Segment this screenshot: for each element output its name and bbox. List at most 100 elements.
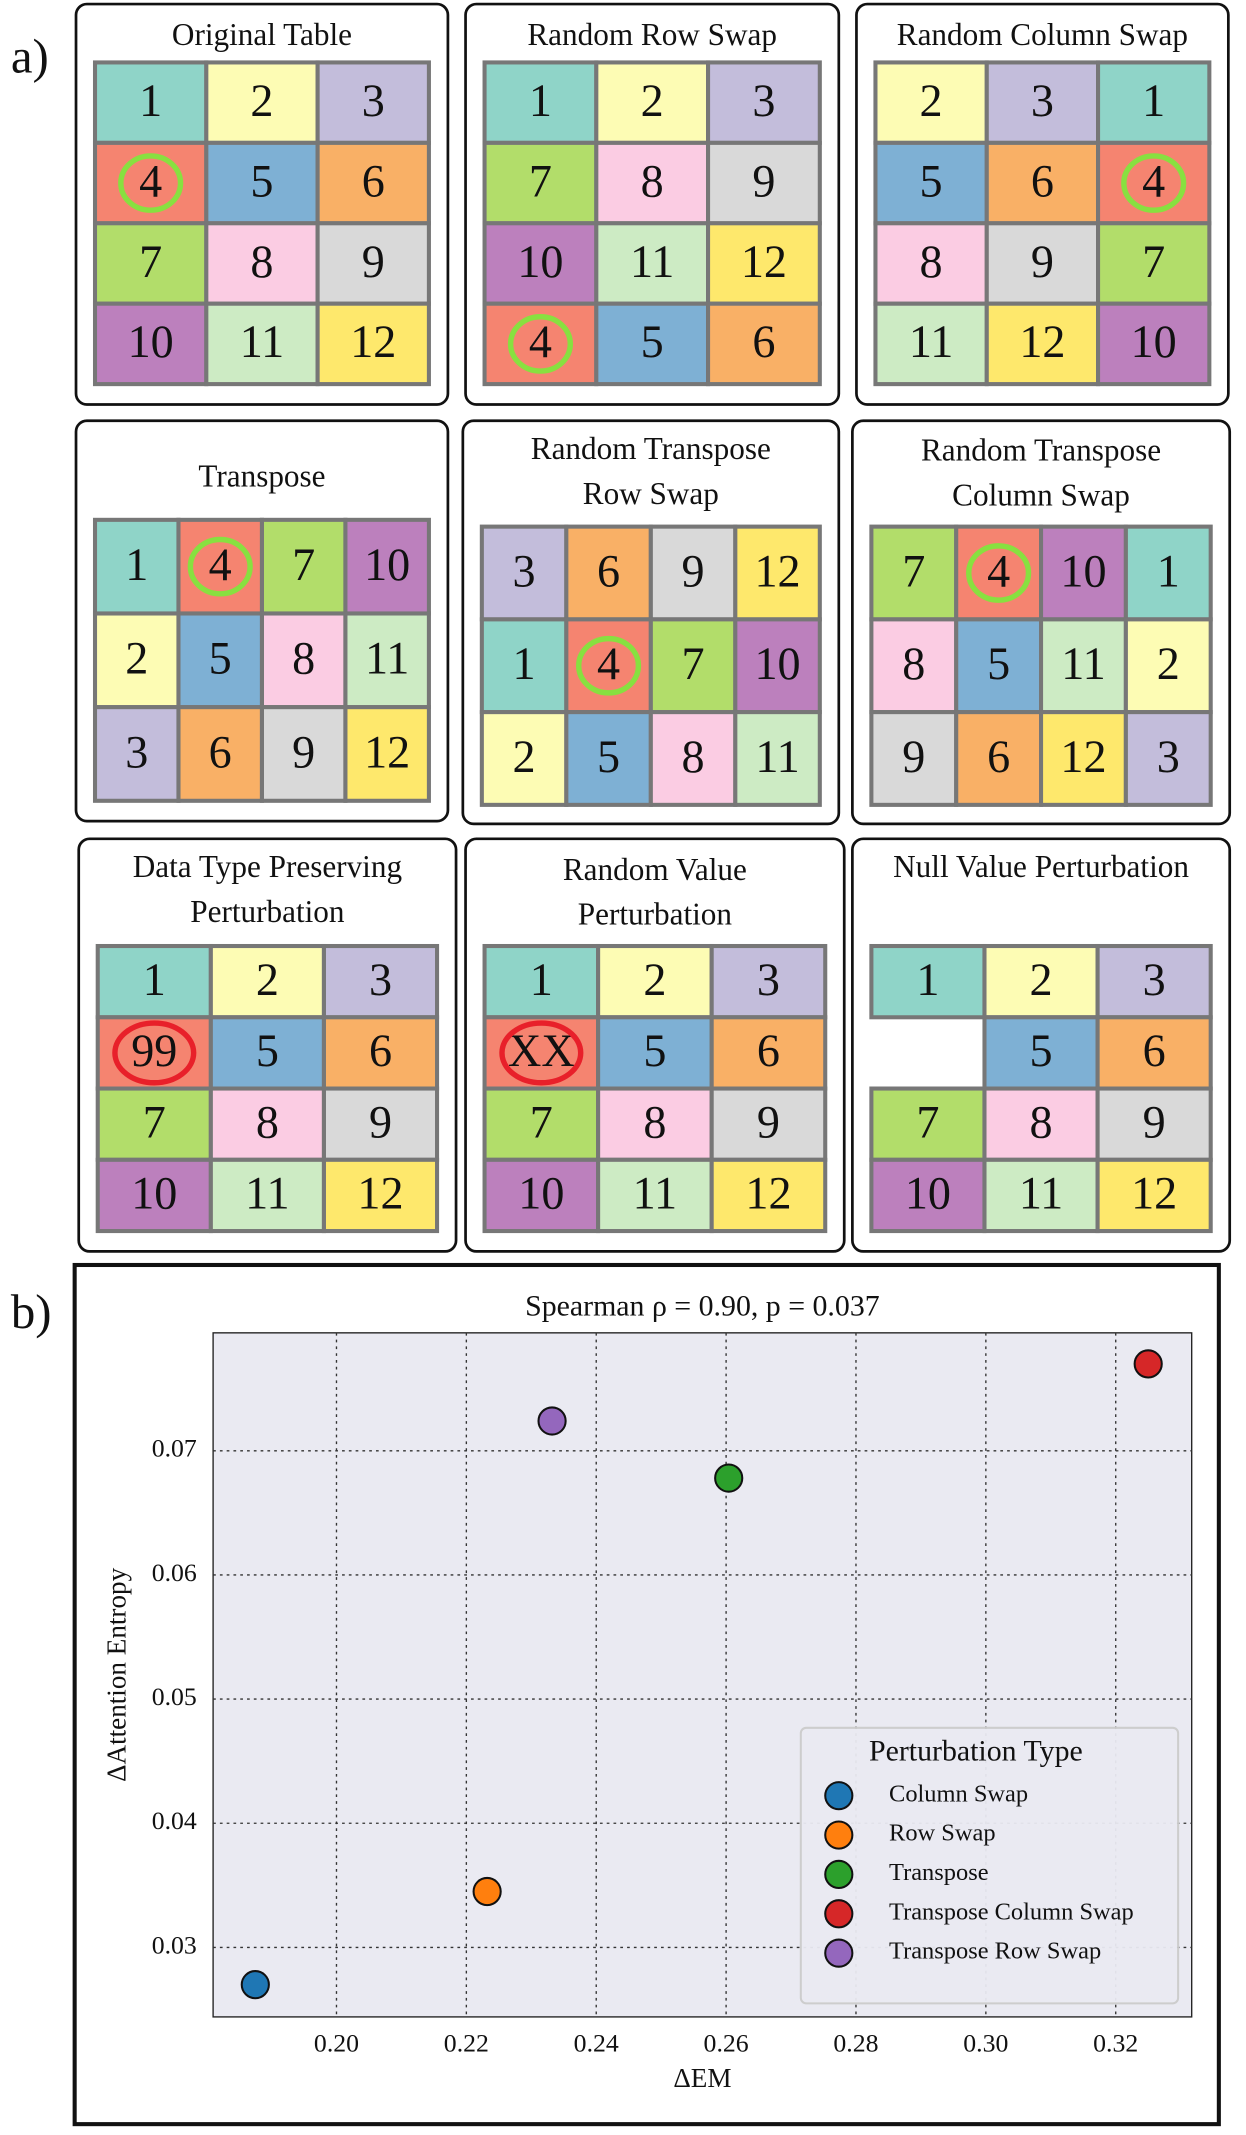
cell-text: 1: [513, 638, 536, 689]
cell-text: 9: [902, 731, 925, 782]
panel-title: Original Table: [172, 17, 352, 52]
x-tick-label: 0.20: [314, 2028, 359, 2057]
cell-text: 2: [1030, 954, 1053, 1005]
cell: [92, 221, 209, 306]
cell: [1096, 301, 1212, 387]
cell: [733, 617, 822, 715]
cell-text: 4: [139, 155, 162, 206]
cell-text: 2: [513, 731, 536, 782]
highlight-ring: [112, 1020, 197, 1086]
cell-text: 1: [143, 954, 166, 1005]
cell: [92, 611, 181, 710]
cell-text: 2: [125, 633, 148, 684]
cell-text: 9: [1031, 236, 1054, 287]
cell-text: 1: [1142, 75, 1165, 126]
panel-title: Random Transpose: [921, 432, 1161, 467]
cell-text: 6: [752, 316, 775, 367]
cell-text: 6: [987, 731, 1010, 782]
cell-text: 5: [987, 638, 1010, 689]
x-tick-label: 0.26: [704, 2028, 749, 2057]
cell-text: 3: [362, 75, 385, 126]
cell-text: 11: [909, 316, 953, 367]
cell-text: 4: [529, 316, 552, 367]
cell-text: 7: [902, 545, 925, 596]
cell-text: 7: [143, 1096, 166, 1147]
y-tick-label: 0.03: [152, 1930, 197, 1959]
cell: [315, 60, 431, 145]
cell-text: 5: [250, 155, 273, 206]
cell: [1096, 221, 1212, 306]
panel-label: a): [11, 28, 49, 83]
cell: [564, 524, 653, 622]
cell: [596, 1015, 714, 1091]
cell: [176, 705, 264, 803]
cell-text: 11: [755, 731, 799, 782]
cell-text: 12: [1060, 731, 1106, 782]
cell-text: 12: [741, 236, 787, 287]
cell: [873, 301, 989, 387]
cell-text: 9: [757, 1096, 780, 1147]
cell: [95, 1157, 213, 1234]
cell-text: 10: [364, 539, 410, 590]
cell-text: 12: [1131, 1168, 1177, 1219]
cell-text: 10: [905, 1168, 951, 1219]
panel-title: Data Type Preserving: [133, 849, 402, 884]
cell-text: 3: [125, 726, 148, 777]
panel-label: b): [11, 1284, 52, 1339]
panel-title: Null Value Perturbation: [893, 849, 1189, 884]
cell: [315, 221, 431, 306]
cell: [321, 1086, 440, 1162]
cell-text: 11: [245, 1168, 289, 1219]
cell-text: 6: [757, 1025, 780, 1076]
cell: [709, 1157, 828, 1234]
highlight-ring: [499, 1020, 584, 1086]
cell: [1123, 617, 1213, 715]
panel-title: Random Row Swap: [527, 17, 777, 52]
cell-text: 3: [752, 75, 775, 126]
cell-text: 3: [757, 954, 780, 1005]
cell: [1123, 710, 1213, 807]
cell: [733, 710, 822, 807]
panel-title: Random Value: [563, 852, 747, 887]
cell-text: 3: [513, 545, 536, 596]
cell-text: 10: [1060, 545, 1106, 596]
cell-text: 8: [250, 236, 273, 287]
cell-text: 7: [292, 539, 315, 590]
highlight-ring: [1121, 153, 1187, 213]
cell: [648, 710, 738, 807]
cell: [984, 301, 1101, 387]
legend-label: Column Swap: [889, 1780, 1028, 1807]
cell-text: 5: [641, 316, 664, 367]
cell-text: 8: [643, 1096, 666, 1147]
highlight-ring: [966, 543, 1032, 603]
cell: [869, 710, 959, 807]
cell-text: 3: [369, 954, 392, 1005]
cell-text: 4: [597, 638, 620, 689]
cell-text: 2: [641, 75, 664, 126]
panel-title: Perturbation: [578, 897, 733, 932]
panel-title: Column Swap: [952, 477, 1130, 512]
cell: [204, 60, 320, 145]
cell-text: 6: [362, 155, 385, 206]
point: [472, 1876, 502, 1907]
cell: [733, 524, 822, 622]
cell-text: 1: [529, 75, 552, 126]
cell-text: 11: [1061, 638, 1105, 689]
cell-text: 99: [131, 1025, 177, 1076]
y-axis-label: ΔAttention Entropy: [102, 1567, 132, 1782]
cell-text: 7: [682, 638, 705, 689]
cell-text: 8: [920, 236, 943, 287]
cell-text: 9: [292, 726, 315, 777]
cell-text: 11: [365, 633, 409, 684]
cell: [204, 140, 320, 226]
panel-title: Random Column Swap: [897, 17, 1188, 52]
cell-text: 2: [1157, 638, 1180, 689]
cell-text: 8: [902, 638, 925, 689]
cell: [204, 301, 320, 387]
x-tick-label: 0.30: [963, 2028, 1008, 2057]
panel-title: Transpose: [198, 458, 325, 493]
cell-text: 6: [597, 545, 620, 596]
cell: [648, 524, 738, 622]
cell: [95, 943, 213, 1020]
cell: [321, 1015, 440, 1091]
